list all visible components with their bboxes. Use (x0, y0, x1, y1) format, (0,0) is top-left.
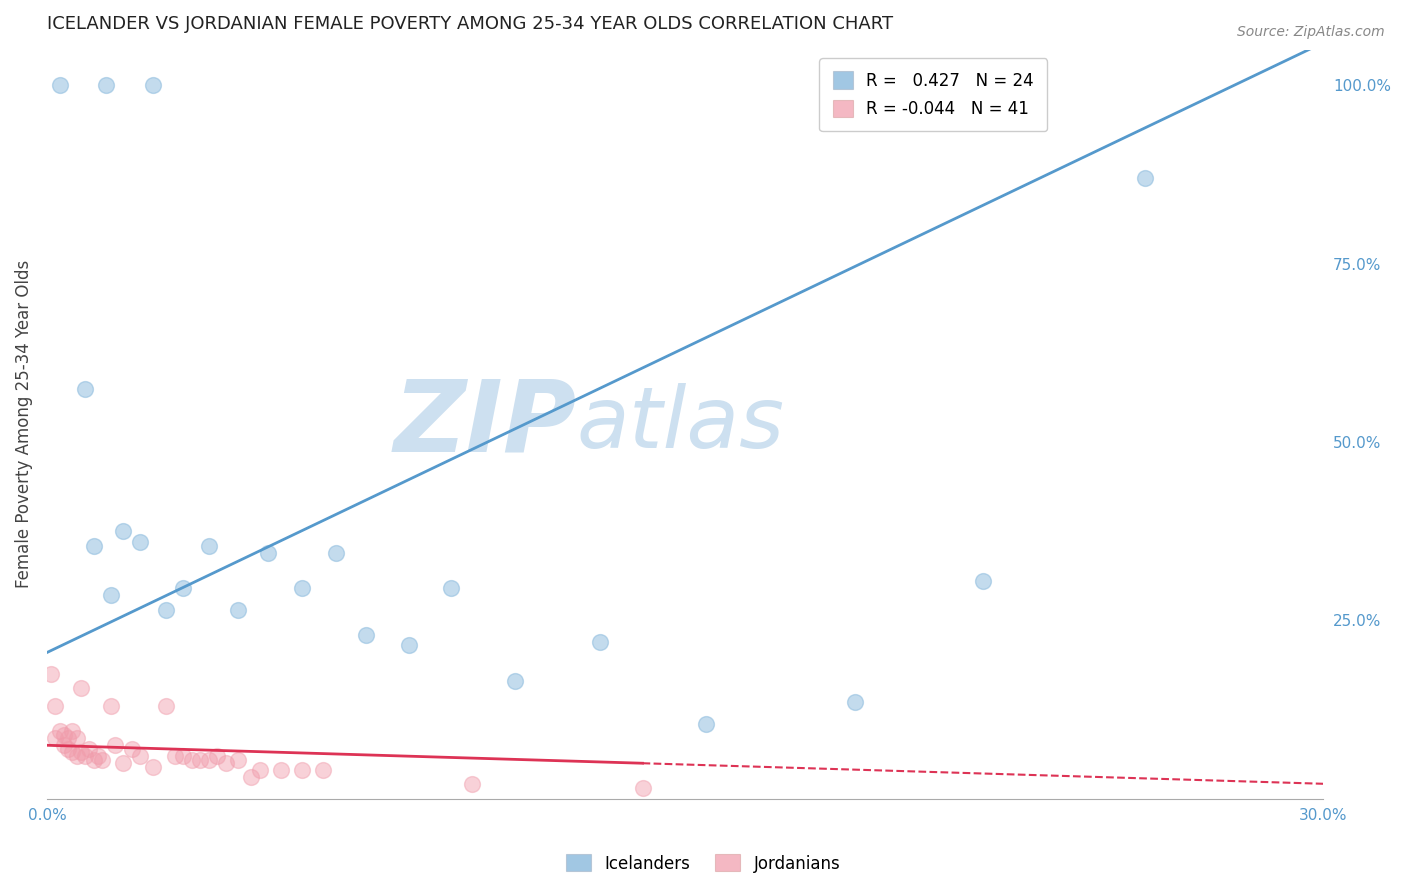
Point (312, 763, 335, 777)
Point (100, 589, 122, 603)
Point (142, 759, 165, 773)
Point (172, 748, 194, 763)
Point (197, 539, 219, 553)
Text: atlas: atlas (576, 383, 785, 466)
Point (240, 770, 263, 784)
Point (75, 748, 97, 763)
Point (112, 524, 135, 539)
Point (197, 752, 219, 766)
Point (83, 539, 105, 553)
Point (70, 745, 93, 759)
Point (66, 731, 89, 746)
Point (129, 748, 152, 763)
Point (44, 731, 66, 746)
Text: ZIP: ZIP (394, 376, 576, 473)
Point (121, 741, 143, 756)
Point (96, 78, 118, 93)
Point (155, 603, 177, 617)
Legend: R =   0.427   N = 24, R = -0.044   N = 41: R = 0.427 N = 24, R = -0.044 N = 41 (820, 58, 1047, 131)
Point (70, 681, 93, 696)
Point (503, 674, 526, 689)
Point (228, 752, 250, 766)
Point (66, 748, 89, 763)
Point (291, 582, 314, 596)
Point (48, 724, 70, 739)
Point (270, 763, 292, 777)
Point (249, 763, 271, 777)
Point (631, 780, 654, 795)
Point (844, 696, 866, 710)
Point (52, 738, 75, 752)
Point (440, 582, 463, 596)
Point (1133, 171, 1156, 186)
Point (354, 628, 377, 642)
Point (48, 78, 70, 93)
Text: ICELANDER VS JORDANIAN FEMALE POVERTY AMONG 25-34 YEAR OLDS CORRELATION CHART: ICELANDER VS JORDANIAN FEMALE POVERTY AM… (46, 15, 893, 33)
Point (163, 748, 186, 763)
Point (695, 717, 717, 731)
Point (228, 603, 250, 617)
Legend: Icelanders, Jordanians: Icelanders, Jordanians (560, 847, 846, 880)
Point (62, 724, 84, 739)
Point (188, 752, 211, 766)
Point (62, 745, 84, 759)
Point (291, 763, 314, 777)
Point (214, 756, 236, 770)
Point (180, 752, 202, 766)
Point (155, 699, 177, 714)
Point (142, 78, 165, 93)
Point (83, 752, 105, 766)
Point (398, 639, 420, 653)
Point (44, 699, 66, 714)
Point (100, 699, 122, 714)
Y-axis label: Female Poverty Among 25-34 Year Olds: Female Poverty Among 25-34 Year Olds (15, 260, 32, 589)
Text: Source: ZipAtlas.com: Source: ZipAtlas.com (1237, 25, 1385, 39)
Point (104, 738, 127, 752)
Point (52, 728, 75, 742)
Point (172, 582, 194, 596)
Point (79, 741, 101, 756)
Point (56, 731, 79, 746)
Point (129, 535, 152, 549)
Point (112, 756, 135, 770)
Point (56, 741, 79, 756)
Point (972, 574, 994, 589)
Point (461, 777, 484, 791)
Point (87, 748, 110, 763)
Point (205, 748, 228, 763)
Point (39, 667, 62, 681)
Point (75, 382, 97, 396)
Point (91, 752, 114, 766)
Point (257, 546, 280, 560)
Point (589, 635, 612, 649)
Point (325, 546, 347, 560)
